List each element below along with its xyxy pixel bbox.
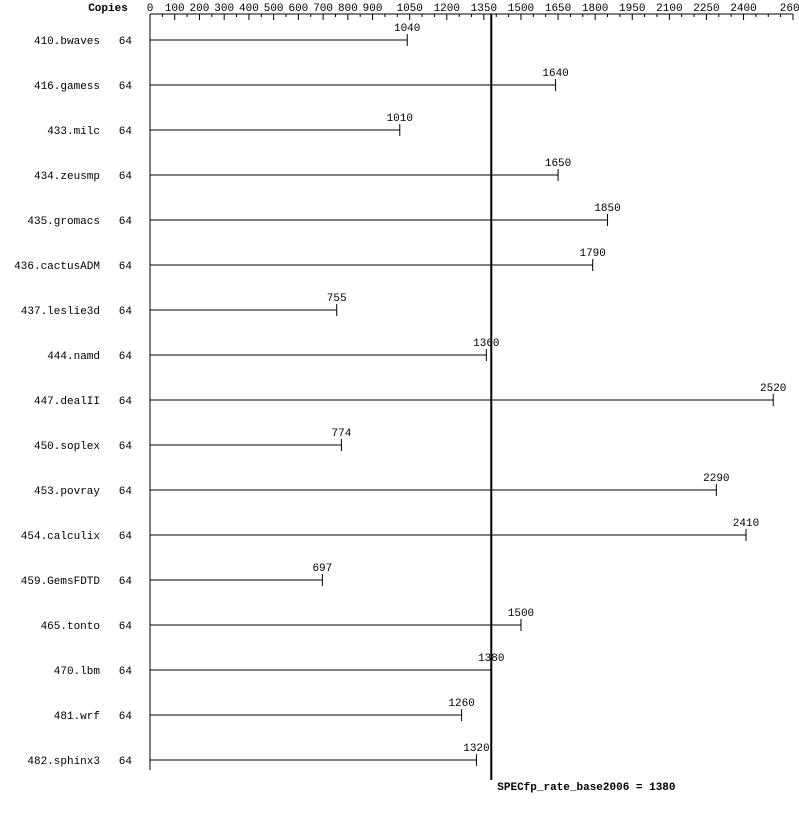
- copies-count: 64: [119, 126, 133, 138]
- benchmark-name: 459.GemsFDTD: [21, 576, 101, 588]
- benchmark-name: 465.tonto: [41, 621, 100, 633]
- x-tick-label: 1650: [545, 3, 571, 15]
- benchmark-value: 2410: [733, 518, 759, 530]
- copies-count: 64: [119, 666, 133, 678]
- x-tick-label: 0: [147, 3, 154, 15]
- x-tick-label: 900: [363, 3, 383, 15]
- x-tick-label: 1950: [619, 3, 645, 15]
- benchmark-name: 482.sphinx3: [27, 756, 100, 768]
- copies-count: 64: [119, 486, 133, 498]
- benchmark-value: 1790: [579, 248, 605, 260]
- footer-label: SPECfp_rate_base2006 = 1380: [497, 782, 675, 794]
- benchmark-value: 1650: [545, 158, 571, 170]
- benchmark-value: 1850: [594, 203, 620, 215]
- x-tick-label: 300: [214, 3, 234, 15]
- x-tick-label: 1050: [396, 3, 422, 15]
- x-tick-label: 600: [288, 3, 308, 15]
- x-tick-label: 2100: [656, 3, 682, 15]
- benchmark-value: 1040: [394, 23, 420, 35]
- copies-count: 64: [119, 216, 133, 228]
- benchmark-value: 1360: [473, 338, 499, 350]
- benchmark-name: 435.gromacs: [27, 216, 100, 228]
- copies-count: 64: [119, 396, 133, 408]
- x-tick-label: 2400: [730, 3, 756, 15]
- benchmark-value: 1260: [448, 698, 474, 710]
- benchmark-value: 697: [312, 563, 332, 575]
- benchmark-name: 481.wrf: [54, 711, 100, 723]
- benchmark-name: 433.milc: [47, 126, 100, 138]
- benchmark-value: 1500: [508, 608, 534, 620]
- benchmark-name: 453.povray: [34, 486, 100, 498]
- benchmark-value: 755: [327, 293, 347, 305]
- x-tick-label: 1200: [434, 3, 460, 15]
- copies-count: 64: [119, 621, 133, 633]
- benchmark-name: 450.soplex: [34, 441, 100, 453]
- copies-count: 64: [119, 306, 133, 318]
- x-tick-label: 1800: [582, 3, 608, 15]
- x-tick-label: 100: [165, 3, 185, 15]
- benchmark-value: 2520: [760, 383, 786, 395]
- benchmark-name: 454.calculix: [21, 531, 101, 543]
- x-tick-label: 700: [313, 3, 333, 15]
- benchmark-value: 774: [332, 428, 352, 440]
- copies-count: 64: [119, 711, 133, 723]
- x-tick-label: 200: [190, 3, 210, 15]
- x-tick-label: 1350: [471, 3, 497, 15]
- x-tick-label: 2600: [780, 3, 799, 15]
- copies-header: Copies: [88, 3, 128, 15]
- benchmark-name: 447.dealII: [34, 396, 100, 408]
- copies-count: 64: [119, 576, 133, 588]
- benchmark-name: 434.zeusmp: [34, 171, 100, 183]
- copies-count: 64: [119, 171, 133, 183]
- benchmark-value: 1640: [542, 68, 568, 80]
- x-tick-label: 2250: [693, 3, 719, 15]
- copies-count: 64: [119, 36, 133, 48]
- copies-count: 64: [119, 351, 133, 363]
- x-tick-label: 500: [264, 3, 284, 15]
- benchmark-value: 1320: [463, 743, 489, 755]
- spec-rate-chart: 0 100 200 300 400 500 600 700 800 900 1050 1200 1350…: [0, 0, 799, 831]
- x-tick-label: 400: [239, 3, 259, 15]
- benchmark-value: 1380: [478, 653, 504, 665]
- x-tick-label: 1500: [508, 3, 534, 15]
- benchmark-value: 2290: [703, 473, 729, 485]
- copies-count: 64: [119, 81, 133, 93]
- benchmark-name: 416.gamess: [34, 81, 100, 93]
- copies-count: 64: [119, 441, 133, 453]
- benchmark-name: 470.lbm: [54, 666, 101, 678]
- benchmark-name: 436.cactusADM: [14, 261, 100, 273]
- benchmark-name: 444.namd: [47, 351, 100, 363]
- benchmark-value: 1010: [387, 113, 413, 125]
- benchmark-name: 410.bwaves: [34, 36, 100, 48]
- copies-count: 64: [119, 261, 133, 273]
- copies-count: 64: [119, 756, 133, 768]
- copies-count: 64: [119, 531, 133, 543]
- benchmark-name: 437.leslie3d: [21, 306, 100, 318]
- x-tick-label: 800: [338, 3, 358, 15]
